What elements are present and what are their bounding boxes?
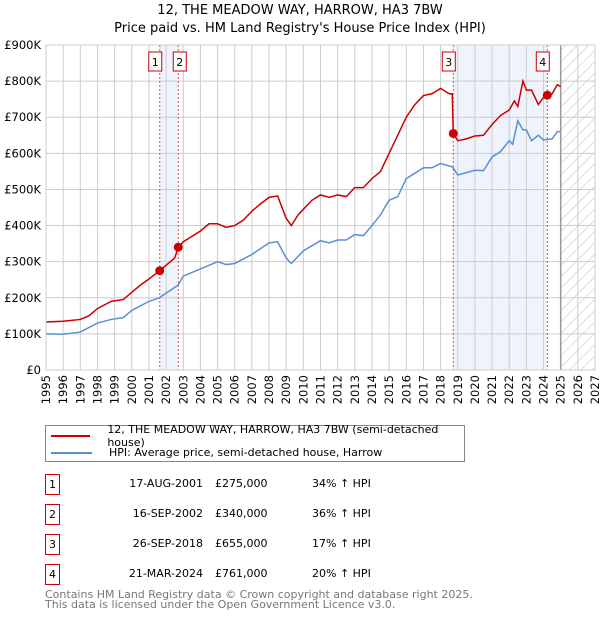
plot-frame [45,44,596,371]
property-line [45,78,562,323]
shaded-period [453,45,548,370]
sale-row: 2 16-SEP-2002 £340,000 36% ↑ HPI [45,504,445,525]
sale-date: 16-SEP-2002 [132,507,203,520]
sale-price: £761,000 [215,567,268,580]
sale-date: 26-SEP-2018 [132,537,203,550]
sale-label-number: 2 [176,56,183,69]
y-tick-label: £100K [4,327,41,341]
sale-hpi: 34% ↑ HPI [312,477,371,490]
legend-item-property: 12, THE MEADOW WAY, HARROW, HA3 7BW (sem… [46,423,464,449]
sale-label-box [441,51,456,72]
x-tick-label: 2025 [554,375,568,404]
sale-price: £340,000 [215,507,268,520]
x-tick-label: 1995 [39,375,53,404]
sale-label-number: 3 [445,56,452,69]
y-tick-label: £400K [4,219,41,233]
x-tick-label: 1998 [90,375,104,404]
x-tick-label: 2018 [434,375,448,404]
x-tick-label: 2012 [331,375,345,404]
footer-line-2: This data is licensed under the Open Gov… [45,598,396,611]
y-tick-label: £900K [4,38,41,52]
x-tick-label: 2019 [451,375,465,404]
x-tick-label: 2008 [262,375,276,404]
x-tick-label: 2014 [365,375,379,404]
sale-number: 3 [45,534,60,555]
x-tick-label: 1996 [56,375,70,404]
footer: Contains HM Land Registry data © Crown c… [45,588,473,611]
y-tick-label: £200K [4,291,41,305]
sale-point [542,90,552,100]
sale-label-box [172,51,187,72]
x-tick-label: 2005 [211,375,225,404]
x-tick-label: 2006 [228,375,242,404]
y-tick-label: £500K [4,182,41,196]
x-tick-label: 2015 [382,375,396,404]
sale-hpi: 20% ↑ HPI [312,567,371,580]
x-tick-label: 2003 [176,375,190,404]
legend-item-hpi: HPI: Average price, semi-detached house,… [46,444,382,461]
x-tick-label: 2010 [296,375,310,404]
x-tick-label: 2001 [142,375,156,404]
sale-point [173,242,183,252]
chart-title: 12, THE MEADOW WAY, HARROW, HA3 7BW Pric… [0,2,600,38]
x-tick-label: 2021 [485,375,499,404]
legend-swatch-property [51,434,91,437]
legend-label-property: 12, THE MEADOW WAY, HARROW, HA3 7BW (sem… [107,422,439,449]
sale-number: 1 [45,474,60,495]
y-tick-label: £0 [26,363,41,377]
sale-price: £655,000 [215,537,268,550]
y-tick-label: £600K [4,146,41,160]
x-tick-label: 2016 [399,375,413,404]
x-tick-label: 2027 [588,375,600,404]
sale-point [155,266,165,276]
x-tick-label: 2022 [502,375,516,404]
legend-swatch-hpi [51,451,92,454]
sale-label-number: 1 [152,56,159,69]
sale-number: 4 [45,564,60,585]
x-tick-label: 2026 [571,375,585,404]
price-chart: 1995 1996 1997 1998 1999 2000 2001 2002 2003 2004… [4,38,600,404]
x-tick-label: 2000 [125,375,139,404]
x-tick-label: 2004 [193,375,207,404]
sale-date: 21-MAR-2024 [128,567,203,580]
sale-row: 1 17-AUG-2001 £275,000 34% ↑ HPI [45,474,445,495]
sale-row: 3 26-SEP-2018 £655,000 17% ↑ HPI [45,534,445,555]
x-tick-label: 2024 [537,375,551,404]
legend: 12, THE MEADOW WAY, HARROW, HA3 7BW (sem… [45,423,465,462]
sale-label-number: 4 [539,56,546,69]
sale-hpi: 17% ↑ HPI [312,537,371,550]
x-tick-label: 2020 [468,375,482,404]
sale-hpi: 36% ↑ HPI [312,507,371,520]
x-tick-label: 2007 [245,375,259,404]
sale-row: 4 21-MAR-2024 £761,000 20% ↑ HPI [45,564,445,585]
sale-point [448,128,458,138]
x-tick-label: 2002 [159,375,173,404]
x-tick-label: 2011 [314,375,328,404]
x-tick-label: 2017 [416,375,430,404]
footer-line-1: Contains HM Land Registry data © Crown c… [45,588,473,601]
x-tick-label: 1999 [108,375,122,404]
sale-price: £275,000 [215,477,268,490]
sale-label-box [148,51,163,72]
hpi-line [45,118,561,336]
sale-label-box [535,51,550,72]
title-line-2: Price paid vs. HM Land Registry's House … [114,21,486,36]
y-tick-label: £700K [4,110,41,124]
title-line-1: 12, THE MEADOW WAY, HARROW, HA3 7BW [157,3,443,18]
x-tick-label: 1997 [73,375,87,404]
y-tick-label: £800K [4,74,41,88]
x-tick-label: 2013 [348,375,362,404]
sale-number: 2 [45,504,60,525]
legend-label-hpi: HPI: Average price, semi-detached house,… [109,446,383,459]
shaded-period [159,45,179,370]
y-tick-label: £300K [4,255,41,269]
x-tick-label: 2023 [519,375,533,404]
sale-date: 17-AUG-2001 [129,477,203,490]
x-tick-label: 2009 [279,375,293,404]
